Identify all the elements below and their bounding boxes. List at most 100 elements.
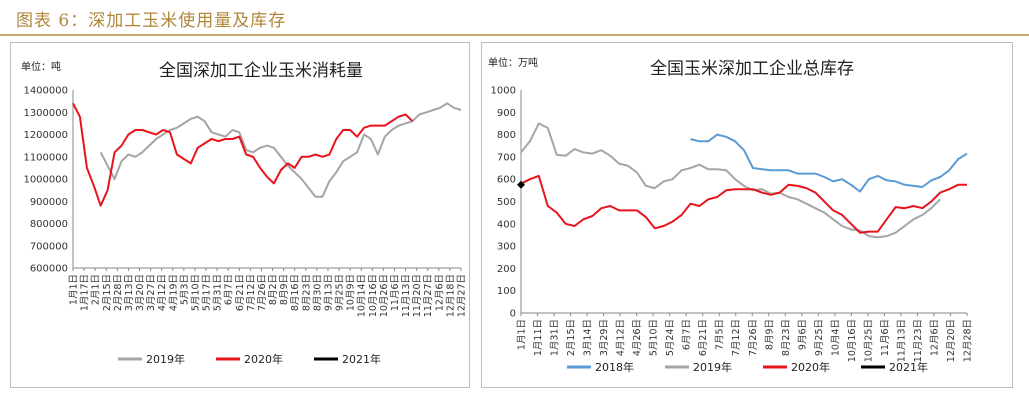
legend-label: 2021年 [889, 360, 928, 374]
y-tick-label: 900 [497, 108, 516, 119]
y-tick-label: 1000000 [23, 175, 68, 186]
x-tick-label: 10月26日 [379, 274, 390, 317]
consumption-chart-panel: 全国深加工企业玉米消耗量 单位：吨 600000 700000 800000 900000… [10, 42, 470, 388]
x-tick-label: 8月23日 [301, 274, 312, 311]
x-tick-label: 5月31日 [213, 274, 224, 311]
y-tick-label: 1000 [491, 86, 516, 97]
x-tick-label: 8月2日 [268, 274, 279, 305]
x-tick-label: 9月6日 [797, 319, 808, 350]
y-tick-label: 800000 [30, 219, 68, 230]
x-tick-label: 9月25日 [814, 319, 825, 356]
x-tick-label: 12月6日 [434, 274, 445, 311]
x-tick-label: 9月25日 [335, 274, 346, 311]
x-tick-label: 3月27日 [146, 274, 157, 311]
y-tick-label: 1200000 [23, 130, 68, 141]
x-tick-label: 4月26日 [632, 319, 643, 356]
x-tick-label: 4月19日 [168, 274, 179, 311]
x-tick-label: 11月20日 [412, 274, 423, 317]
consumption-line-chart: 全国深加工企业玉米消耗量 单位：吨 600000 700000 800000 900000… [21, 60, 468, 366]
x-tick-label: 7月26日 [257, 274, 268, 311]
y-tick-label: 300 [497, 242, 516, 253]
x-tick-label: 2月1日 [91, 274, 102, 305]
y-tick-label: 800 [497, 130, 516, 141]
chart-title: 全国深加工企业玉米消耗量 [159, 61, 363, 81]
series-line-s2020 [72, 102, 414, 207]
y-tick-label: 1300000 [23, 108, 68, 119]
x-tick-label: 4月12日 [616, 319, 627, 356]
x-tick-label: 12月27日 [457, 274, 468, 317]
x-tick-label: 5月24日 [665, 319, 676, 356]
unit-label: 单位：万吨 [488, 56, 538, 69]
x-tick-label: 10月14日 [357, 274, 368, 317]
x-tick-label: 6月21日 [698, 319, 709, 356]
legend-label: 2018年 [595, 360, 634, 374]
x-tick-label: 11月13日 [401, 274, 412, 317]
x-tick-label: 3月29日 [599, 319, 610, 356]
x-tick-label: 4月12日 [157, 274, 168, 311]
x-tick-label: 8月16日 [290, 274, 301, 311]
x-tick-label: 3月14日 [583, 319, 594, 356]
x-tick-label: 7月5日 [715, 319, 726, 350]
unit-label: 单位：吨 [21, 60, 61, 73]
legend-label: 2021年 [342, 352, 381, 366]
y-tick-label: 0 [510, 309, 516, 320]
y-tick-label: 700000 [30, 241, 68, 252]
x-tick-label: 6月7日 [224, 274, 235, 305]
x-tick-label: 8月23日 [781, 319, 792, 356]
series-line-s2019 [520, 122, 941, 239]
x-tick-label: 1月1日 [69, 274, 80, 305]
x-tick-label: 1月17日 [80, 274, 91, 311]
y-tick-label: 900000 [30, 197, 68, 208]
x-tick-label: 7月12日 [731, 319, 742, 356]
x-tick-label: 8月30日 [312, 274, 323, 311]
figure-title: 图表 6：深加工玉米使用量及库存 [16, 11, 287, 31]
series-line-s2020 [520, 174, 967, 234]
x-tick-label: 9月13日 [323, 274, 334, 311]
y-tick-label: 200 [497, 264, 516, 275]
x-tick-label: 11月27日 [423, 274, 434, 317]
y-tick-label: 1100000 [23, 152, 68, 163]
x-tick-label: 10月16日 [368, 274, 379, 317]
x-tick-label: 8月9日 [279, 274, 290, 305]
inventory-chart-panel: 全国玉米深加工企业总库存 单位：万吨 0 100 200 300 400 500 600 700 8… [481, 42, 1013, 388]
x-tick-label: 6月21日 [235, 274, 246, 311]
legend-label: 2020年 [791, 360, 830, 374]
title-divider [0, 34, 1029, 36]
x-tick-label: 10月4日 [830, 319, 841, 356]
x-tick-label: 3月13日 [124, 274, 135, 311]
y-tick-label: 400 [497, 219, 516, 230]
x-tick-label: 1月11日 [533, 319, 544, 356]
x-tick-label: 11月23日 [913, 319, 924, 362]
x-tick-label: 10月9日 [346, 274, 357, 311]
series-point-s2021 [517, 180, 525, 189]
x-tick-label: 12月28日 [963, 319, 974, 362]
x-tick-label: 10月16日 [847, 319, 858, 362]
series-line-s2018 [690, 133, 968, 193]
y-tick-label: 600000 [30, 264, 68, 275]
y-tick-label: 500 [497, 197, 516, 208]
inventory-line-chart: 全国玉米深加工企业总库存 单位：万吨 0 100 200 300 400 500 600 700 8… [488, 56, 974, 374]
x-tick-label: 5月3日 [179, 274, 190, 305]
x-tick-label: 11月6日 [880, 319, 891, 356]
legend-label: 2019年 [146, 352, 185, 366]
x-tick-label: 12月6日 [929, 319, 940, 356]
series-line-s2019 [99, 102, 462, 198]
legend-label: 2019年 [693, 360, 732, 374]
x-tick-label: 12月18日 [445, 274, 456, 317]
x-tick-label: 12月20日 [946, 319, 957, 362]
chart-title: 全国玉米深加工企业总库存 [650, 59, 854, 79]
x-tick-label: 3月20日 [135, 274, 146, 311]
x-tick-label: 7月12日 [246, 274, 257, 311]
legend-label: 2020年 [244, 352, 283, 366]
x-tick-label: 2月15日 [566, 319, 577, 356]
x-tick-label: 2月28日 [113, 274, 124, 311]
x-tick-label: 1月31日 [550, 319, 561, 356]
x-tick-label: 5月17日 [202, 274, 213, 311]
x-tick-label: 2月15日 [102, 274, 113, 311]
y-tick-label: 600 [497, 175, 516, 186]
x-tick-label: 7月26日 [748, 319, 759, 356]
x-tick-label: 5月10日 [190, 274, 201, 311]
x-tick-label: 11月13日 [896, 319, 907, 362]
y-tick-label: 700 [497, 152, 516, 163]
y-tick-label: 1400000 [23, 86, 68, 97]
